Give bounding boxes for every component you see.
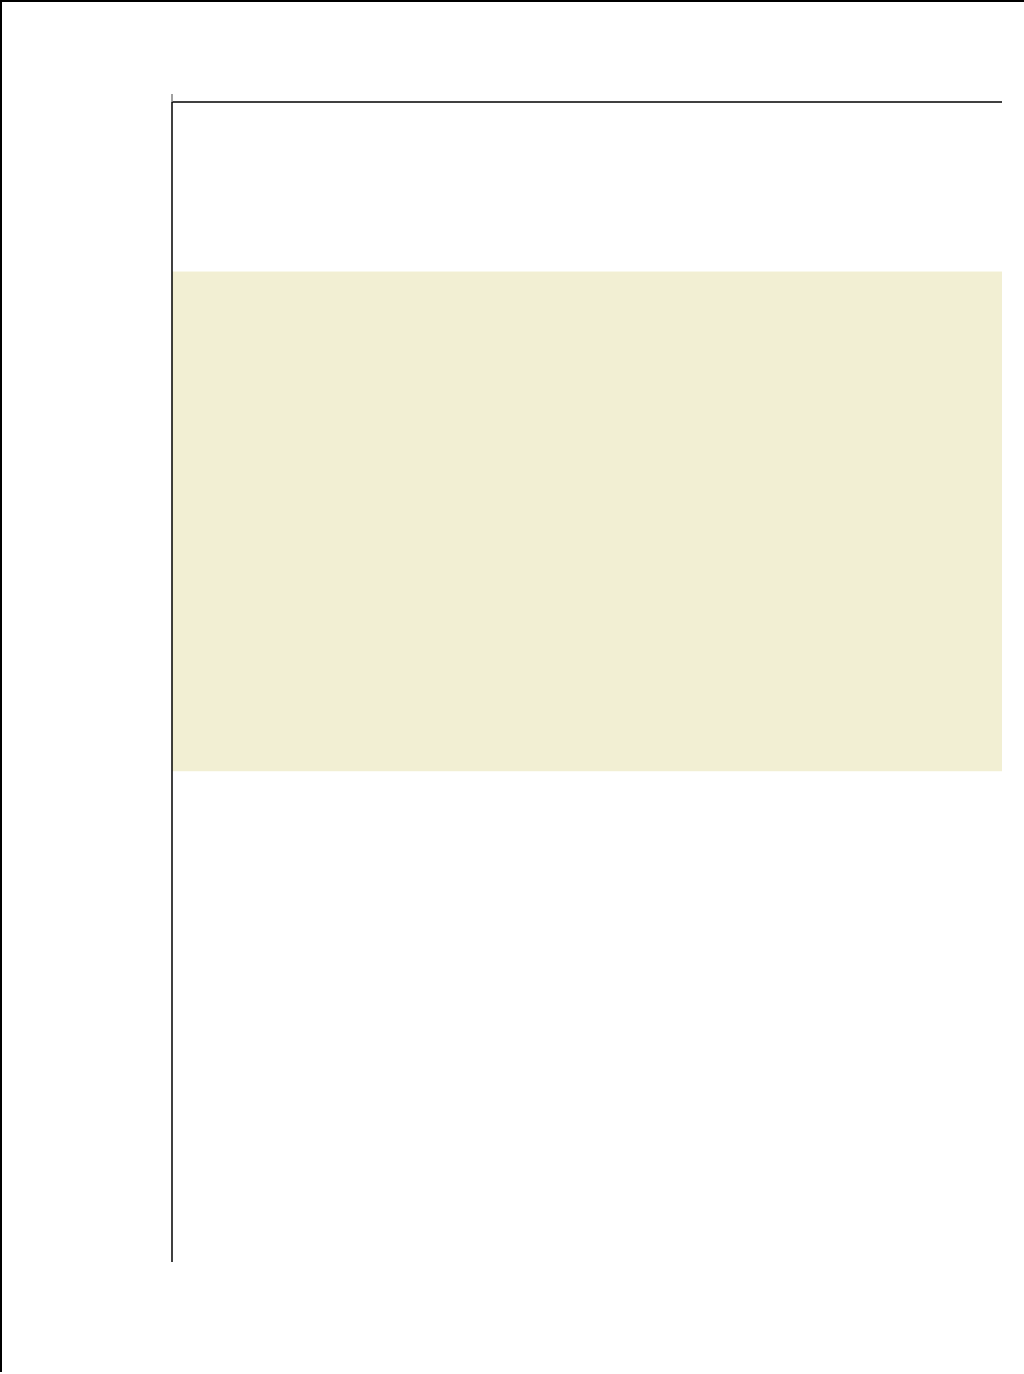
chart-frame: [0, 0, 1024, 1372]
abundance-zone-band: [172, 272, 1002, 772]
abundance-depth-chart: [2, 2, 1024, 1374]
